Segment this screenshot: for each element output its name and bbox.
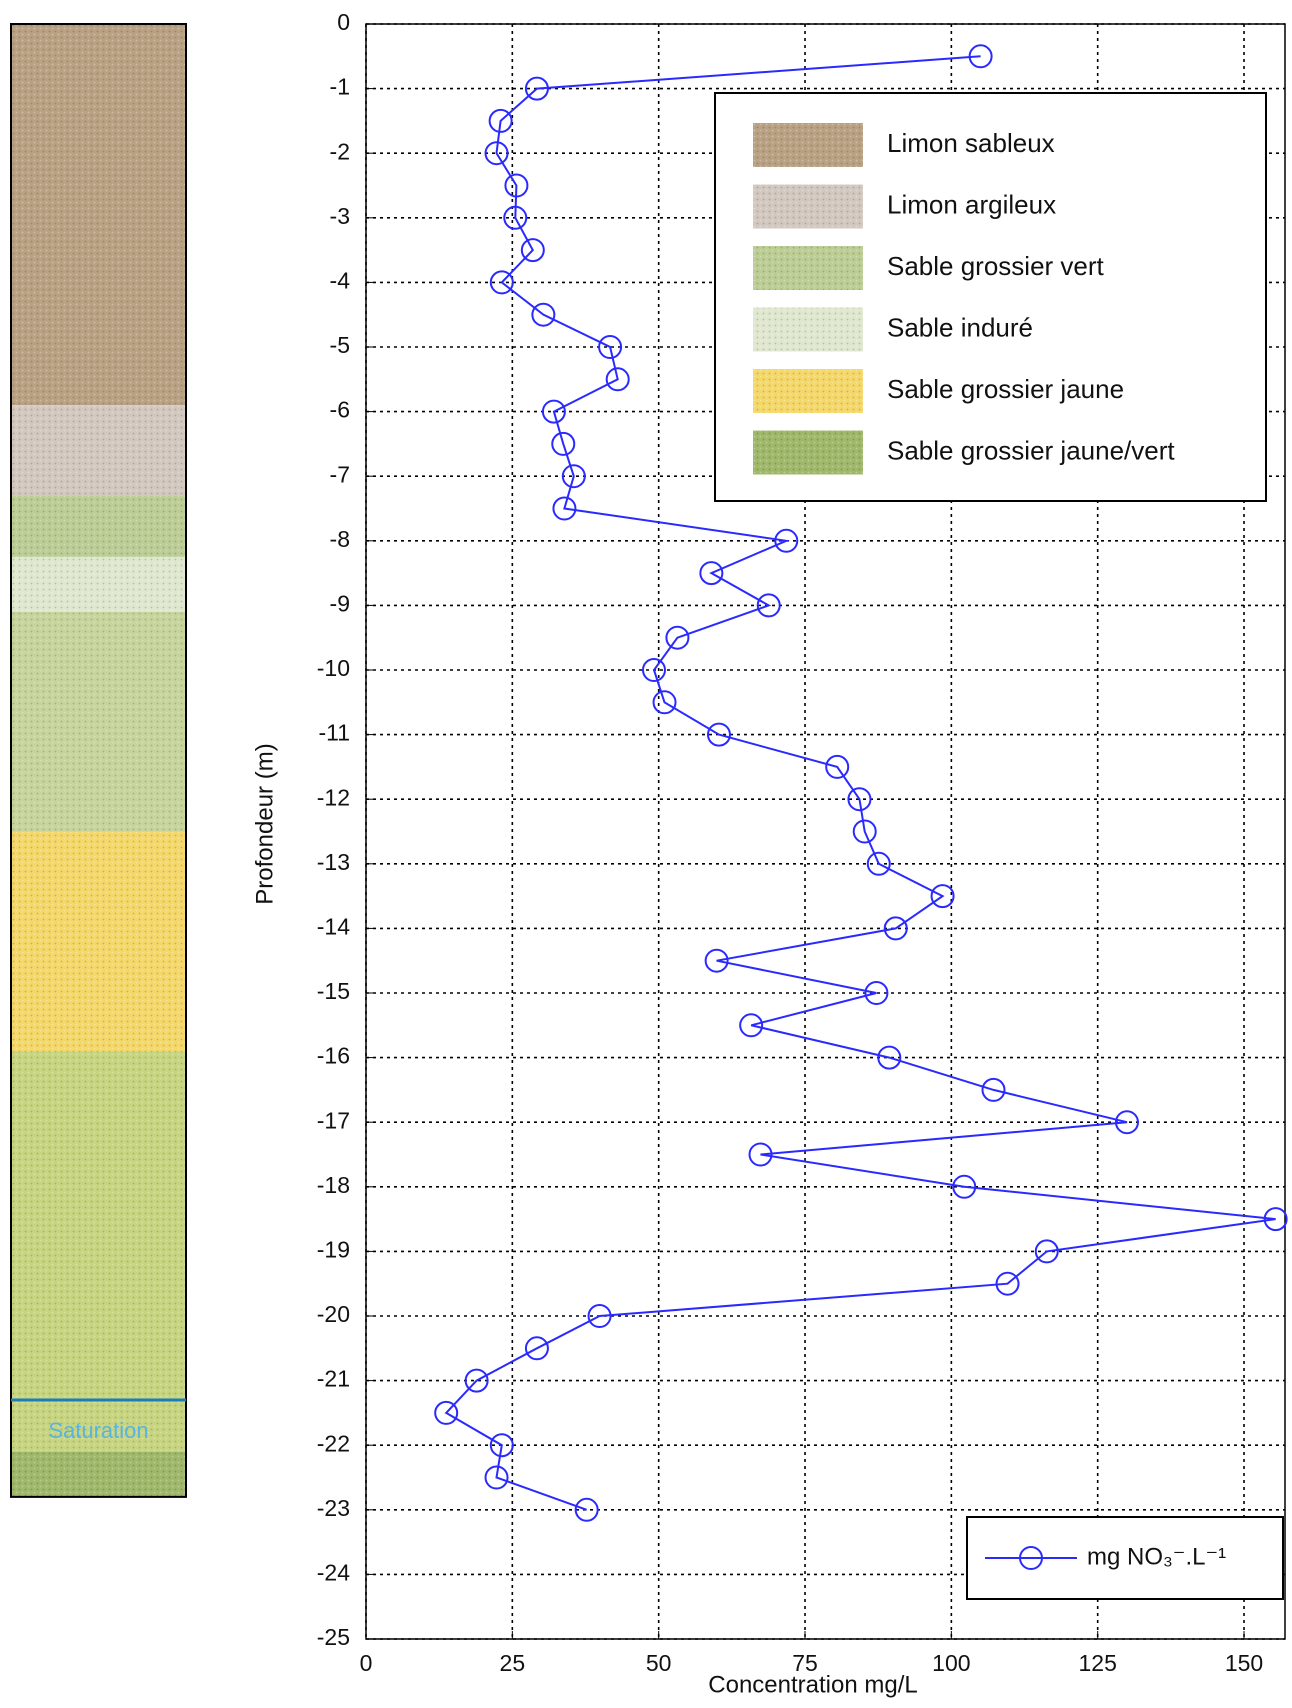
y-tick-label: -22: [317, 1430, 350, 1456]
legend-label: Sable induré: [887, 312, 1033, 342]
soil-texture: [11, 1051, 186, 1452]
legend-label: Limon sableux: [887, 128, 1055, 158]
y-tick-label: -2: [330, 138, 350, 164]
y-tick-label: -17: [317, 1107, 350, 1133]
y-tick-label: -5: [330, 332, 350, 358]
x-tick-label: 25: [500, 1650, 526, 1676]
x-tick-label: 0: [360, 1650, 373, 1676]
saturation-label: Saturation: [48, 1418, 148, 1443]
y-tick-label: -20: [317, 1301, 350, 1327]
legend-label: Limon argileux: [887, 189, 1056, 219]
y-tick-label: -9: [330, 590, 350, 616]
legend-label: Sable grossier jaune/vert: [887, 435, 1175, 465]
y-tick-label: -25: [317, 1624, 350, 1650]
y-tick-label: 0: [337, 9, 350, 35]
soil-texture: [11, 496, 186, 557]
y-tick-label: -15: [317, 978, 350, 1004]
y-tick-label: -3: [330, 203, 350, 229]
legend-swatch-texture: [753, 246, 863, 290]
x-tick-label: 75: [792, 1650, 818, 1676]
x-tick-label: 125: [1079, 1650, 1117, 1676]
y-tick-label: -21: [317, 1366, 350, 1392]
x-tick-label: 100: [932, 1650, 970, 1676]
y-tick-label: -6: [330, 397, 350, 423]
soil-texture: [11, 405, 186, 495]
y-tick-label: -12: [317, 784, 350, 810]
soil-texture: [11, 1452, 186, 1497]
y-tick-label: -7: [330, 461, 350, 487]
y-tick-label: -8: [330, 526, 350, 552]
soil-texture: [11, 612, 186, 832]
y-tick-label: -16: [317, 1043, 350, 1069]
y-tick-label: -24: [317, 1559, 350, 1585]
soil-texture: [11, 557, 186, 612]
soil-texture: [11, 832, 186, 1052]
y-tick-label: -14: [317, 913, 350, 939]
legend-label: Sable grossier jaune: [887, 374, 1124, 404]
soil-texture: [11, 24, 186, 405]
legend-swatch-texture: [753, 123, 863, 167]
legend-label: Sable grossier vert: [887, 251, 1105, 281]
legend-swatch-texture: [753, 308, 863, 352]
y-tick-label: -13: [317, 849, 350, 875]
y-tick-label: -23: [317, 1495, 350, 1521]
y-tick-label: -11: [318, 720, 350, 746]
y-tick-label: -18: [317, 1172, 350, 1198]
legend-swatch-texture: [753, 369, 863, 413]
y-tick-label: -1: [330, 74, 350, 100]
x-tick-label: 50: [646, 1650, 672, 1676]
y-tick-label: -10: [317, 655, 350, 681]
x-tick-label: 150: [1225, 1650, 1263, 1676]
y-tick-label: -19: [317, 1236, 350, 1262]
legend-swatch-texture: [753, 185, 863, 229]
legend-label: mg NO₃⁻.L⁻¹: [1087, 1543, 1226, 1570]
legend-swatch-texture: [753, 431, 863, 475]
chart: Profondeur (m) Concentration mg/L Satura…: [0, 0, 1292, 1703]
page: Profondeur (m) Concentration mg/L Satura…: [0, 0, 1292, 1708]
y-tick-label: -4: [330, 267, 351, 293]
y-axis-label: Profondeur (m): [251, 743, 278, 904]
